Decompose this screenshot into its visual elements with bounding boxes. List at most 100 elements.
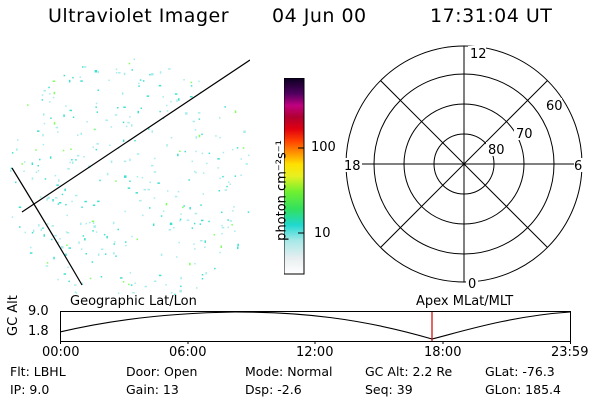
emission-pixel: [78, 241, 80, 244]
emission-pixel: [94, 128, 97, 131]
emission-pixel: [146, 95, 150, 97]
emission-pixel: [192, 120, 195, 123]
emission-pixel: [74, 284, 77, 286]
emission-pixel: [204, 246, 206, 248]
emission-pixel: [65, 253, 67, 256]
emission-pixel: [80, 248, 83, 250]
emission-pixel: [154, 157, 156, 160]
emission-pixel: [142, 80, 145, 82]
emission-pixel: [224, 189, 228, 191]
emission-pixel: [138, 85, 140, 87]
emission-pixel: [53, 256, 55, 260]
emission-pixel: [64, 188, 66, 192]
emission-pixel: [83, 156, 85, 158]
geographic-latlon-title: Geographic Lat/Lon: [70, 294, 197, 309]
emission-pixel: [69, 109, 72, 112]
emission-pixel: [166, 110, 169, 112]
emission-pixel: [49, 156, 52, 159]
emission-pixel: [59, 238, 61, 240]
emission-pixel: [48, 86, 50, 89]
emission-pixel: [43, 234, 45, 237]
polar-mlt-plot: 12 18 6 0 60 70 80: [342, 45, 586, 292]
emission-pixel: [84, 200, 87, 203]
emission-pixel: [149, 73, 151, 76]
emission-pixel: [115, 71, 118, 74]
time-tick-2359: 23:59: [551, 345, 589, 360]
emission-pixel: [165, 203, 168, 206]
emission-pixel: [183, 205, 185, 207]
emission-pixel: [66, 232, 70, 234]
emission-pixel: [72, 76, 74, 79]
emission-pixel: [178, 98, 180, 101]
emission-pixel: [194, 129, 197, 131]
emission-pixel: [63, 273, 67, 275]
emission-pixel: [139, 79, 142, 81]
emission-pixel: [234, 230, 236, 232]
emission-pixel: [173, 227, 175, 229]
emission-pixel: [106, 172, 109, 176]
emission-pixel: [190, 81, 193, 84]
emission-pixel: [37, 170, 40, 172]
emission-pixel: [53, 122, 56, 125]
emission-pixel: [17, 139, 19, 141]
emission-pixel: [169, 222, 173, 226]
emission-pixel: [124, 175, 127, 178]
emission-pixel: [80, 132, 82, 136]
emission-pixel: [214, 267, 216, 270]
emission-pixel: [39, 158, 41, 161]
emission-pixel: [84, 238, 86, 241]
emission-pixel: [136, 153, 140, 155]
emission-pixel: [52, 80, 56, 82]
emission-pixel: [147, 188, 150, 191]
emission-pixel: [57, 241, 60, 244]
emission-pixel: [191, 227, 194, 229]
emission-pixel: [81, 282, 84, 285]
emission-pixel: [92, 230, 94, 232]
mlt-label-18: 18: [344, 159, 361, 174]
emission-pixel: [117, 147, 120, 150]
emission-pixel: [153, 171, 157, 173]
emission-pixel: [49, 101, 51, 103]
emission-pixel: [56, 184, 59, 186]
emission-pixel: [157, 182, 160, 184]
emission-pixel: [137, 110, 139, 114]
emission-pixel: [31, 232, 34, 234]
emission-pixel: [221, 226, 225, 229]
emission-pixel: [123, 72, 126, 76]
emission-pixel: [81, 206, 83, 208]
emission-pixel: [234, 110, 237, 113]
emission-pixel: [130, 284, 133, 286]
emission-pixel: [144, 285, 147, 288]
emission-pixel: [66, 244, 68, 246]
emission-pixel: [242, 147, 245, 149]
emission-pixel: [166, 104, 168, 107]
emission-pixel: [68, 280, 70, 283]
emission-pixel: [114, 114, 118, 116]
emission-pixel: [92, 222, 95, 224]
emission-pixel: [79, 76, 81, 78]
geographic-image: [10, 58, 250, 295]
emission-pixel: [85, 253, 87, 255]
emission-pixel: [245, 163, 248, 165]
emission-pixel: [229, 220, 233, 222]
orbit-ylabel: GC Alt: [6, 295, 21, 336]
emission-pixel: [97, 253, 100, 256]
emission-pixel: [51, 238, 53, 241]
mlat-label-60: 60: [546, 99, 563, 114]
emission-pixel: [236, 147, 239, 149]
emission-pixel: [219, 117, 221, 119]
colorbar-tick-10: 10: [314, 226, 331, 241]
emission-pixel: [198, 134, 201, 138]
emission-pixel: [67, 168, 70, 170]
emission-pixel: [91, 220, 95, 223]
emission-pixel: [32, 229, 35, 232]
emission-pixel: [92, 204, 96, 206]
emission-pixel: [104, 253, 107, 255]
emission-pixel: [58, 179, 60, 182]
emission-pixel: [233, 206, 235, 208]
emission-pixel: [113, 241, 116, 243]
emission-pixel: [129, 272, 132, 274]
emission-pixel: [93, 128, 96, 131]
emission-pixel: [121, 92, 124, 95]
emission-pixel: [179, 289, 182, 293]
